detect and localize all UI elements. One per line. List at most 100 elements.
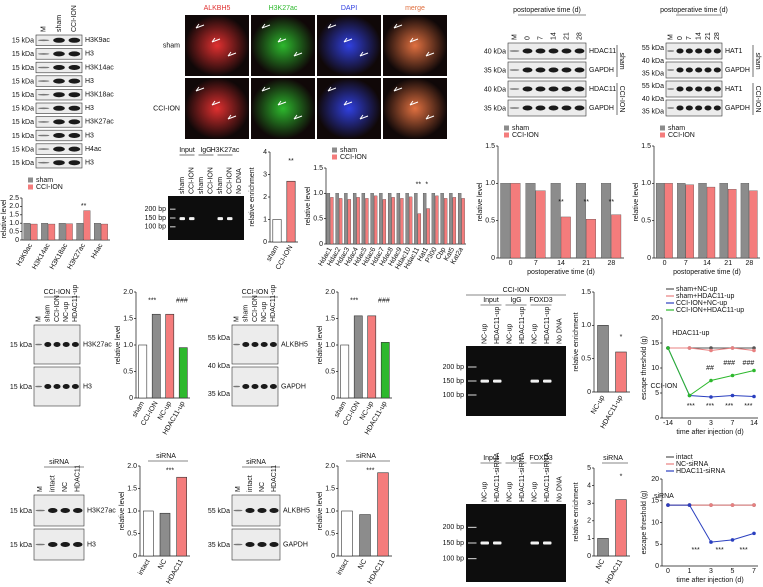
x-tick-label: 1 [688,568,692,575]
arrow [195,86,205,92]
band [53,342,61,347]
ladder-band [170,217,176,219]
arrow [343,100,353,106]
pcr-band [530,541,539,545]
pcr-band [493,379,502,383]
lane-label: No DNA [557,476,564,502]
point [666,503,670,507]
arrow [393,86,403,92]
bar [408,196,413,245]
point [709,395,713,399]
marker-label: 55 kDa [642,45,664,52]
y-tick-label: 0 [587,553,591,560]
band [676,48,684,54]
lane-label: HDAC11-up [270,285,277,322]
arrow [293,51,303,57]
band [535,67,546,73]
marker-label: 35 kDa [484,67,506,74]
band [260,384,268,389]
lane-label: sham [45,305,52,322]
x-tick-label: NC [357,558,368,570]
bar [138,344,148,399]
marker-label: 55 kDa [208,335,230,342]
band [71,384,79,389]
arrow [327,23,337,29]
point [752,348,756,353]
band [695,86,703,92]
annotation: CCI-ION [650,383,677,390]
arrow [425,114,435,120]
bar [65,223,73,241]
y-tick-label: 5 [655,390,659,397]
band [574,67,585,73]
bar [550,183,561,259]
group-label: H3K27ac [211,147,240,154]
panel: siRNA M intact NC HDAC11 ALKBH5 GAPDH 55 kDa 35 … [208,459,310,561]
band [676,67,684,73]
lane-label: intact [50,475,57,492]
legend-label: sham [36,177,53,184]
bar [426,208,430,245]
band [535,105,546,111]
legend-label: CCI-ION [340,154,367,161]
y-tick-label: 0 [15,237,19,244]
marker-label: 15 kDa [12,160,34,167]
y-tick-label: 4 [587,482,591,489]
band [695,48,703,54]
band [695,105,703,111]
ladder-band [468,542,477,544]
band [257,542,267,547]
bar [461,198,465,245]
y-tick-label: 3 [587,500,591,507]
bar [535,190,546,259]
band [676,105,684,111]
bar [400,198,404,245]
pcr-band [189,217,195,221]
annotation: *** [350,297,358,304]
bar [443,198,448,245]
lane-label: M [235,486,242,492]
lane-label: M [668,34,675,40]
y-tick-label: 2.0 [127,463,137,470]
arrow [261,86,271,92]
ladder-label: 150 bp [443,378,465,385]
lane-label: HDAC11-up [494,307,501,344]
annotation: ## [706,365,714,372]
band [522,86,533,92]
annotation: *** [148,297,156,304]
marker-label: 40 kDa [484,86,506,93]
bar [597,538,609,557]
bar [655,183,665,259]
legend-swatch [660,132,665,138]
bar [101,223,108,241]
bar [326,193,331,245]
y-tick-label: 15 [651,498,659,505]
legend-swatch [332,154,337,160]
marker-label: 15 kDa [12,92,34,99]
x-axis-label: time after injection (d) [676,577,743,584]
bar [353,315,363,399]
y-axis-label: relative enrichment [249,167,256,226]
marker-label: 55 kDa [208,508,230,515]
annotation: ### [378,297,390,304]
side-label: CCI-ION [754,86,761,113]
x-tick-label: intact [137,558,151,576]
band [245,508,255,513]
arrow [195,23,205,29]
band [53,146,65,152]
group-label: Input [483,455,499,462]
ladder-band [468,380,477,382]
arrow [409,37,419,43]
marker-label: 15 kDa [12,78,34,85]
series-line [667,347,755,398]
y-tick-label: 1.5 [123,315,133,322]
ladder-band [35,543,45,546]
x-tick-label: -14 [663,420,673,427]
lane-label: NC-up [532,324,539,344]
point [752,394,756,399]
x-tick-label: H3K27ac [66,242,87,271]
band [548,105,559,111]
band [704,67,712,73]
band [53,160,65,166]
